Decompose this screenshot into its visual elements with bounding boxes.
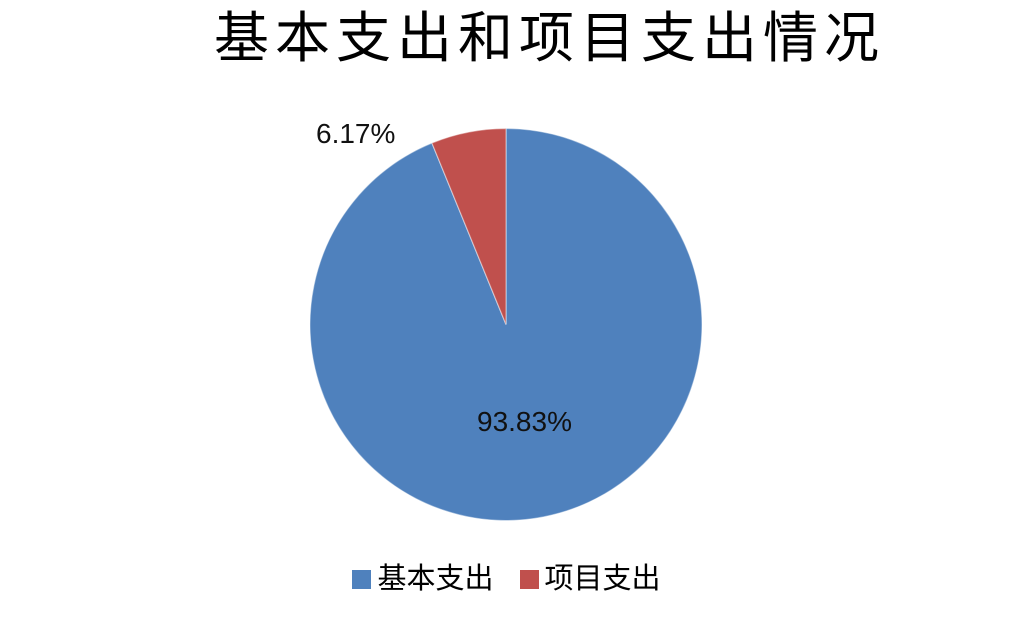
chart-title: 基本支出和项目支出情况 — [213, 8, 885, 69]
pie-slice-project-expenditure — [431, 127, 507, 325]
pie-slice-basic-expenditure — [309, 127, 703, 522]
legend-swatch-basic-expenditure-icon — [352, 570, 372, 590]
data-label-basic-expenditure: 93.83% — [477, 406, 572, 437]
legend-label-project-expenditure: 项目支出 — [544, 563, 661, 596]
legend-item-basic-expenditure: 基本支出 — [352, 563, 494, 596]
legend-label-basic-expenditure: 基本支出 — [377, 563, 494, 596]
legend-swatch-project-expenditure-icon — [519, 570, 539, 590]
data-label-project-expenditure: 6.17% — [316, 118, 396, 149]
legend-item-project-expenditure: 项目支出 — [519, 563, 661, 596]
legend: 基本支出 项目支出 — [0, 561, 1013, 599]
